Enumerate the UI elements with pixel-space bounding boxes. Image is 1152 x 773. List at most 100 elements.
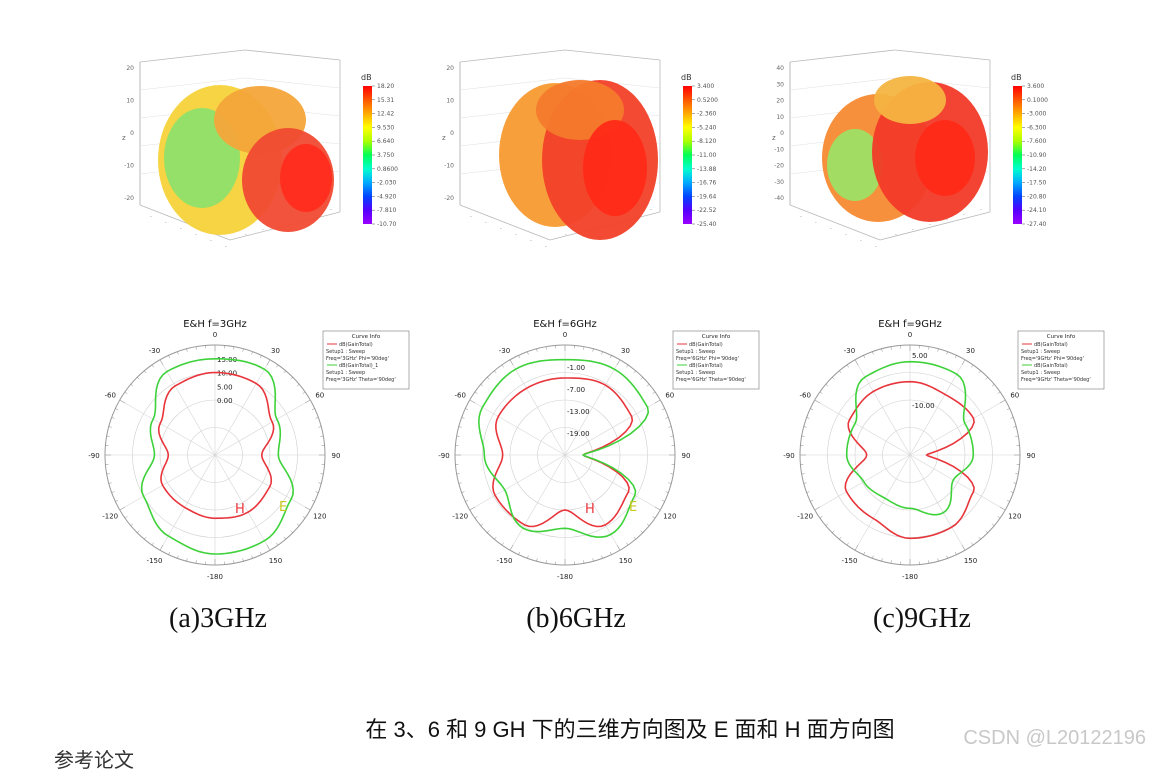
colorbar-tick-label: -5.240	[697, 124, 717, 131]
polar-tick	[125, 516, 127, 518]
polar-tick	[864, 355, 865, 358]
polar-tick	[804, 483, 807, 484]
legend-entry: Setup1 : Sweep	[1021, 370, 1060, 376]
polar-tick	[1013, 427, 1016, 428]
angle-label: 120	[663, 513, 676, 521]
axis-line	[565, 50, 660, 60]
polar-tick	[1015, 436, 1018, 437]
radiation-surface	[822, 76, 988, 222]
polar-grid	[105, 345, 325, 565]
polar-tick	[284, 371, 286, 373]
y-tick-label: -	[330, 207, 332, 213]
polar-tick	[234, 347, 235, 350]
colorbar-tick-label: -10.90	[1027, 152, 1047, 159]
colorbar-tick-label: -8.120	[697, 138, 717, 145]
angle-label: -90	[88, 452, 99, 460]
y-tick-label: -	[245, 232, 247, 238]
polar-tick	[807, 417, 810, 418]
polar-tick	[196, 560, 197, 563]
polar-tick	[998, 392, 1000, 394]
caption-6ghz: (b)6GHz	[426, 603, 726, 635]
polar-tick	[305, 507, 310, 510]
angle-label: -150	[497, 557, 513, 565]
polar-tick	[584, 560, 585, 563]
polar-spoke	[815, 400, 910, 455]
polar-tick	[519, 355, 520, 358]
x-tick-label: -	[800, 214, 802, 220]
polar-tick	[137, 377, 139, 379]
polar-tick	[475, 516, 477, 518]
polar-tick	[487, 377, 489, 379]
polar-grid	[800, 345, 1020, 565]
polar-tick	[815, 507, 820, 510]
polar-tick	[979, 371, 981, 373]
polar-tick	[626, 365, 628, 367]
angle-label: 0	[563, 331, 567, 339]
radial-label: -1.00	[567, 364, 585, 372]
polar-tick	[318, 483, 321, 484]
polar-tick	[634, 537, 636, 539]
radiation-surface	[499, 80, 658, 240]
polar-tick	[832, 377, 834, 379]
polar-tick	[804, 427, 807, 428]
polar-tick	[177, 352, 178, 355]
polar-tick	[152, 365, 154, 367]
polar-tick	[955, 552, 956, 555]
polar-tick	[929, 347, 930, 350]
polar-tick	[260, 552, 261, 555]
x-tick-label: -	[470, 214, 472, 220]
polar-tick	[144, 371, 146, 373]
polar-tick	[593, 349, 594, 352]
polar-tick	[312, 500, 315, 501]
polar-tick	[617, 545, 620, 550]
angle-label: -90	[438, 452, 449, 460]
legend-entry: Setup1 : Sweep	[1021, 349, 1060, 355]
label-e: E	[629, 500, 637, 515]
polar-tick	[120, 507, 125, 510]
z-tick-label: 40	[776, 65, 784, 72]
x-tick-label: -	[150, 214, 152, 220]
radial-label: 5.00	[217, 383, 233, 391]
polar-title: E&H f=6GHz	[533, 319, 597, 330]
polar-tick	[318, 427, 321, 428]
polar-tick	[882, 349, 883, 352]
y-tick-label: -	[929, 222, 931, 228]
z-tick-label: -40	[774, 195, 784, 202]
z-tick-label: -10	[774, 146, 784, 153]
polar-tick	[320, 436, 323, 437]
polar-tick	[494, 371, 496, 373]
radiation-surface	[158, 85, 334, 235]
polar-tick	[1015, 474, 1018, 475]
y-tick-label: -	[650, 207, 652, 213]
polar-tick	[125, 392, 127, 394]
polar-tick	[593, 558, 594, 561]
polar-tick	[882, 558, 883, 561]
legend-entry: Freq='9GHz' Theta='90deg'	[1021, 377, 1091, 383]
polar-tick	[267, 545, 270, 550]
polar-tick	[131, 384, 133, 386]
x-tick-label: -	[195, 232, 197, 238]
polar-tick	[1000, 507, 1005, 510]
z-axis-label: z	[772, 134, 776, 142]
polar-tick	[670, 436, 673, 437]
colorbar	[683, 86, 692, 224]
angle-label: 150	[269, 557, 282, 565]
radial-label: -13.00	[567, 408, 590, 416]
polar-tick	[120, 400, 125, 403]
polar-tick	[602, 352, 603, 355]
x-tick-label: -	[210, 238, 212, 244]
surface-panel-3ghz: 20100-10-20z------------dB18.2015.3112.4…	[110, 40, 450, 270]
legend-entry: Setup1 : Sweep	[676, 349, 715, 355]
x-tick-label: -	[500, 226, 502, 232]
colorbar-tick-label: -20.80	[1027, 193, 1047, 200]
polar-tick	[626, 543, 628, 545]
polar-title: E&H f=9GHz	[878, 319, 942, 330]
polar-tick	[459, 483, 462, 484]
x-tick-label: -	[530, 238, 532, 244]
polar-tick	[519, 552, 520, 555]
polar-tick	[107, 474, 110, 475]
polar-tick	[462, 417, 465, 418]
